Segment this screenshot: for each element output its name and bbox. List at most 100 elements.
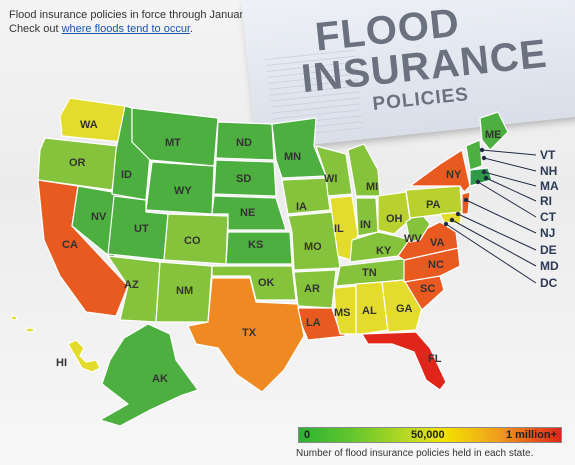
- state-ak[interactable]: [99, 323, 199, 427]
- state-la[interactable]: [297, 307, 347, 341]
- leader-nj: [465, 199, 537, 234]
- dot-ri: [483, 175, 489, 181]
- label-ms: MS: [334, 307, 351, 319]
- label-ak: AK: [152, 373, 168, 385]
- state-ia[interactable]: [281, 177, 331, 215]
- callout-ma: MA: [540, 179, 559, 193]
- state-nj[interactable]: [461, 191, 471, 215]
- legend-caption: Number of flood insurance policies held …: [296, 448, 534, 459]
- label-al: AL: [362, 305, 377, 317]
- callout-ct: CT: [540, 210, 557, 224]
- label-nm: NM: [176, 285, 193, 297]
- callout-nh: NH: [540, 164, 557, 178]
- state-fl[interactable]: [361, 331, 447, 391]
- label-ks: KS: [248, 239, 263, 251]
- label-tn: TN: [362, 267, 377, 279]
- state-mt[interactable]: [131, 107, 219, 167]
- legend-low: 0: [304, 429, 311, 441]
- state-sd[interactable]: [213, 159, 277, 197]
- label-nv: NV: [91, 211, 107, 223]
- label-va: VA: [430, 237, 445, 249]
- label-ok: OK: [258, 277, 275, 289]
- intro-prefix: Check out: [9, 23, 62, 35]
- dot-ma: [481, 169, 487, 175]
- state-vt-nh[interactable]: [465, 139, 483, 171]
- state-tx[interactable]: [187, 277, 305, 393]
- state-oh[interactable]: [377, 191, 411, 235]
- hawaii-island-west: [10, 315, 18, 321]
- label-mo: MO: [304, 241, 322, 253]
- intro-line-1: Flood insurance policies in force throug…: [9, 9, 280, 21]
- label-tx: TX: [242, 327, 257, 339]
- label-mt: MT: [165, 137, 181, 149]
- label-az: AZ: [124, 279, 139, 291]
- dot-nj: [463, 197, 469, 203]
- leader-ma: [483, 171, 537, 187]
- label-hi: HI: [56, 357, 67, 369]
- label-la: LA: [306, 317, 321, 329]
- label-ca: CA: [62, 239, 78, 251]
- label-sc: SC: [420, 283, 435, 295]
- label-wy: WY: [174, 185, 192, 197]
- leader-de: [457, 213, 537, 251]
- callout-nj: NJ: [540, 226, 555, 240]
- callout-dc: DC: [540, 276, 558, 290]
- label-ny: NY: [446, 169, 462, 181]
- dot-md: [449, 217, 455, 223]
- callout-ri: RI: [540, 194, 552, 208]
- dot-vt: [479, 147, 485, 153]
- label-ne: NE: [240, 207, 255, 219]
- intro-text: Flood insurance policies in force throug…: [9, 8, 279, 36]
- leader-vt: [481, 149, 537, 156]
- state-mo[interactable]: [287, 211, 341, 271]
- label-il: IL: [334, 223, 344, 235]
- label-or: OR: [69, 157, 86, 169]
- label-co: CO: [184, 235, 201, 247]
- dot-de: [455, 211, 461, 217]
- state-wi[interactable]: [315, 145, 353, 197]
- state-nd[interactable]: [215, 121, 275, 161]
- label-fl: FL: [428, 353, 442, 365]
- state-hi[interactable]: [67, 339, 101, 373]
- state-mi[interactable]: [347, 143, 381, 197]
- legend-mid: 50,000: [411, 429, 445, 441]
- label-nc: NC: [428, 259, 444, 271]
- label-oh: OH: [386, 213, 403, 225]
- state-me[interactable]: [479, 111, 509, 151]
- label-ky: KY: [376, 245, 392, 257]
- label-in: IN: [360, 219, 371, 231]
- intro-suffix: .: [190, 23, 194, 35]
- label-sd: SD: [236, 173, 251, 185]
- intro-line-2: Check out where floods tend to occur.: [9, 22, 279, 36]
- label-pa: PA: [426, 199, 441, 211]
- leader-ct: [477, 181, 537, 218]
- label-mi: MI: [366, 181, 378, 193]
- state-wa[interactable]: [59, 97, 126, 143]
- label-me: ME: [485, 129, 502, 141]
- label-ut: UT: [134, 223, 149, 235]
- leader-nh: [483, 157, 537, 172]
- state-al[interactable]: [355, 281, 389, 335]
- label-nd: ND: [236, 137, 252, 149]
- legend-high: 1 million+: [505, 429, 557, 441]
- leader-dc: [445, 223, 537, 284]
- flood-map-link[interactable]: where floods tend to occur: [61, 23, 191, 35]
- dot-ct: [475, 179, 481, 185]
- label-mn: MN: [284, 151, 301, 163]
- callout-md: MD: [540, 259, 559, 273]
- dot-dc: [443, 221, 449, 227]
- hawaii-island-mid: [25, 327, 35, 333]
- state-ne[interactable]: [211, 195, 287, 231]
- state-ks[interactable]: [225, 231, 293, 265]
- label-ia: IA: [296, 201, 307, 213]
- label-ga: GA: [396, 303, 413, 315]
- label-wv: WV: [404, 233, 422, 245]
- callout-de: DE: [540, 243, 557, 257]
- state-az[interactable]: [107, 255, 161, 323]
- label-wa: WA: [80, 119, 98, 131]
- label-wi: WI: [324, 173, 337, 185]
- state-ms[interactable]: [333, 285, 357, 335]
- label-ar: AR: [304, 283, 320, 295]
